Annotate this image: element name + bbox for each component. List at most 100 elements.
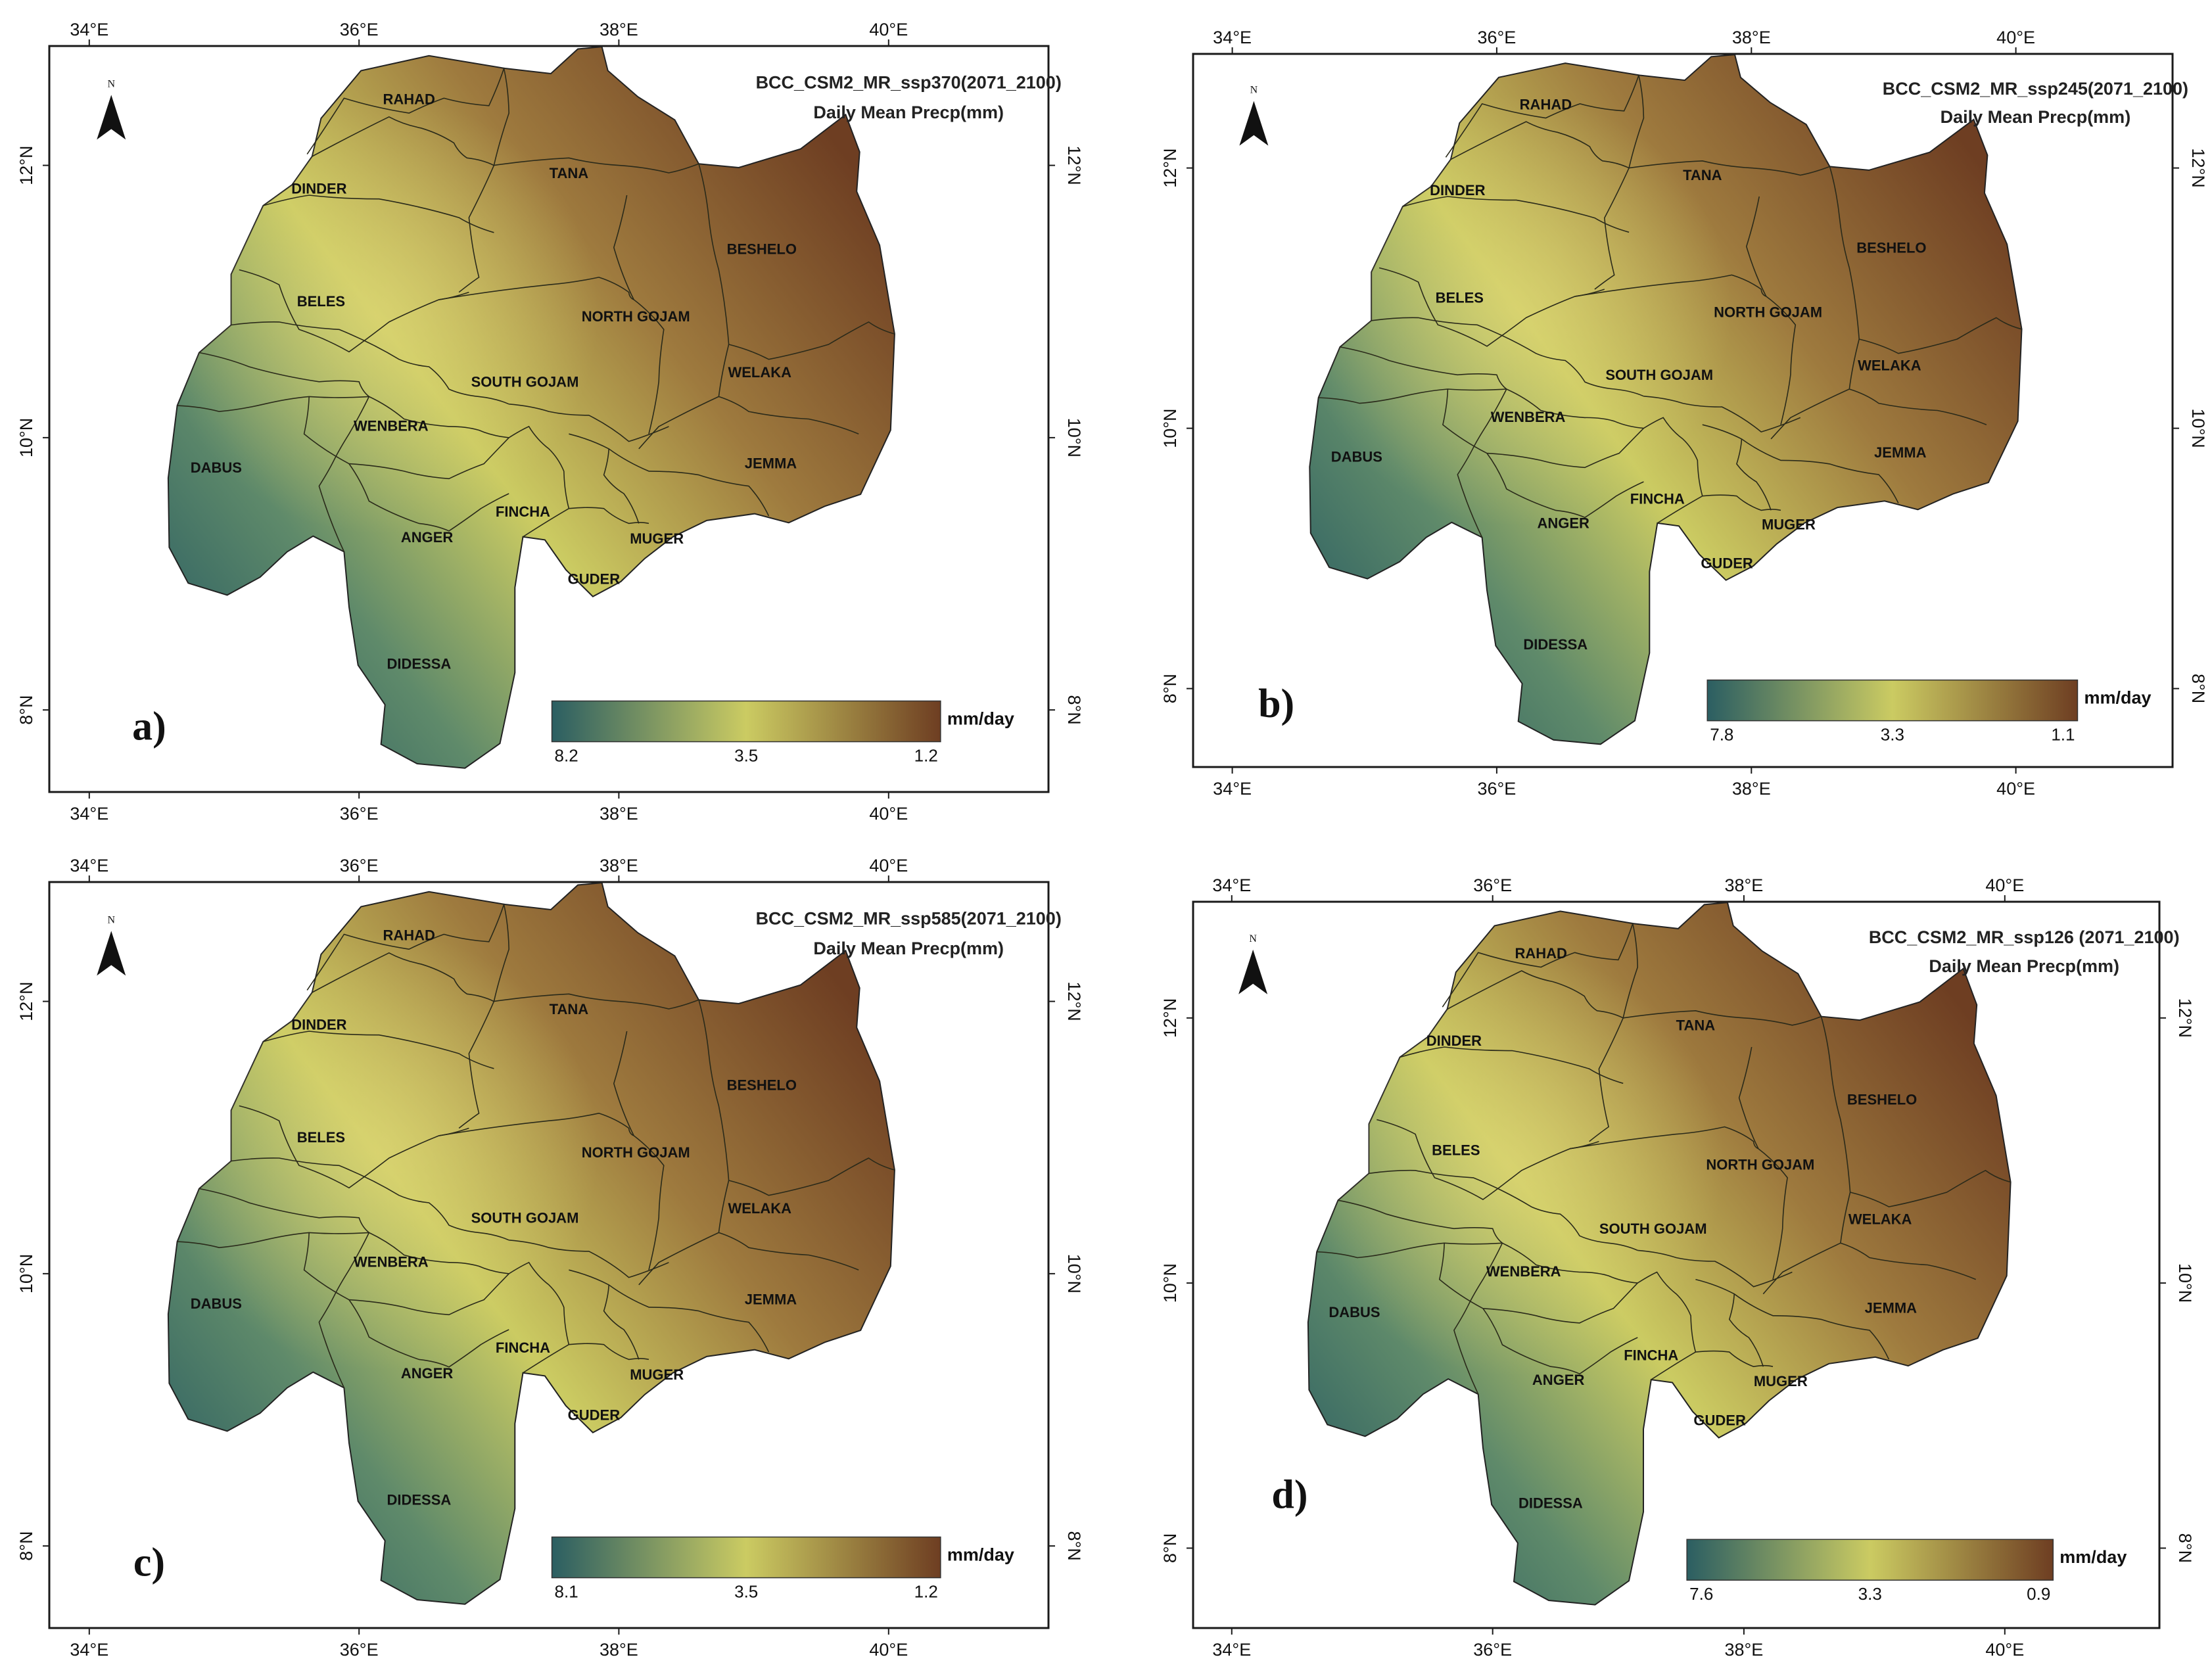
lat-tick-label-right: 10°N bbox=[2188, 408, 2208, 448]
subbasin-label: SOUTH GOJAM bbox=[1599, 1221, 1707, 1237]
subbasin-label: MUGER bbox=[630, 1366, 684, 1383]
lat-tick-label-right: 12°N bbox=[2188, 148, 2208, 187]
subbasin-label: BESHELO bbox=[1856, 240, 1926, 256]
lat-tick-label-right: 12°N bbox=[1064, 981, 1084, 1021]
subbasin-boundary bbox=[303, 1232, 509, 1316]
legend-mid-label: 3.5 bbox=[734, 746, 758, 766]
legend-mid-label: 3.5 bbox=[734, 1582, 758, 1602]
subbasin-boundary bbox=[1400, 1046, 1624, 1084]
lon-tick-label-top: 38°E bbox=[1732, 28, 1771, 47]
lon-tick-label-top: 36°E bbox=[340, 20, 379, 39]
lat-tick-label-right: 10°N bbox=[1064, 418, 1084, 457]
subbasin-boundary bbox=[458, 68, 510, 293]
subbasin-label: RAHAD bbox=[383, 91, 435, 108]
map-panel-d: RAHAD DINDER TANA BESHELO BELES NORTH GOJAM SO… bbox=[1160, 875, 2195, 1660]
legend-unit: mm/day bbox=[2059, 1547, 2127, 1567]
lat-tick-label-left: 12°N bbox=[1160, 148, 1180, 187]
panel-letter: b) bbox=[1258, 682, 1294, 726]
lon-tick-label-bottom: 36°E bbox=[1473, 1640, 1512, 1660]
subbasin-label: DABUS bbox=[1331, 449, 1382, 465]
subbasin-boundary bbox=[177, 1232, 369, 1249]
subbasin-boundary bbox=[1728, 1293, 1764, 1367]
subbasin-boundary bbox=[438, 1112, 634, 1136]
subbasin-boundary bbox=[508, 1261, 570, 1374]
subbasin-boundary bbox=[718, 396, 859, 434]
subbasin-label: JEMMA bbox=[1874, 444, 1927, 461]
subbasin-boundary bbox=[1745, 196, 1797, 425]
subbasin-boundary bbox=[1402, 196, 1630, 233]
subbasin-boundary bbox=[1770, 166, 1860, 440]
subbasin-boundary bbox=[1442, 923, 1634, 1008]
lat-tick-label-left: 8°N bbox=[16, 695, 36, 724]
north-arrow-icon bbox=[97, 931, 126, 976]
subbasin-boundary bbox=[1594, 75, 1645, 290]
subbasin-label: BESHELO bbox=[727, 1077, 797, 1094]
subbasin-label: GUDER bbox=[1693, 1412, 1746, 1429]
lon-tick-label-bottom: 36°E bbox=[340, 804, 379, 824]
subbasin-label: DABUS bbox=[191, 1295, 242, 1312]
lon-tick-label-top: 38°E bbox=[600, 20, 638, 39]
subbasin-boundary bbox=[1378, 267, 1605, 347]
lat-tick-label-right: 8°N bbox=[2188, 674, 2208, 703]
subbasin-label: BESHELO bbox=[727, 241, 797, 258]
subbasin-label: SOUTH GOJAM bbox=[471, 1210, 579, 1226]
subbasin-label: ANGER bbox=[1532, 1372, 1585, 1388]
lat-tick-label-right: 12°N bbox=[1064, 145, 1084, 185]
lon-tick-label-bottom: 38°E bbox=[600, 1640, 638, 1660]
subbasin-label: JEMMA bbox=[745, 455, 797, 471]
subbasin-boundary bbox=[306, 904, 505, 991]
lat-tick-label-right: 10°N bbox=[2175, 1263, 2195, 1303]
lon-tick-label-bottom: 34°E bbox=[70, 1640, 108, 1660]
subbasin-boundary bbox=[1628, 160, 1830, 176]
legend-min-label: 7.8 bbox=[1710, 725, 1733, 745]
subbasin-label: TANA bbox=[550, 165, 589, 181]
lat-tick-label-right: 8°N bbox=[1064, 1531, 1084, 1560]
lon-tick-label-bottom: 36°E bbox=[340, 1640, 379, 1660]
subbasin-label: MUGER bbox=[1762, 517, 1816, 533]
subbasin-label: ANGER bbox=[1537, 515, 1589, 532]
lat-tick-label-left: 10°N bbox=[1160, 408, 1180, 448]
north-label: N bbox=[107, 78, 115, 89]
north-label: N bbox=[1250, 85, 1258, 96]
lon-tick-label-bottom: 34°E bbox=[1212, 1640, 1251, 1660]
subbasin-boundary bbox=[1442, 388, 1644, 469]
lon-tick-label-bottom: 38°E bbox=[600, 804, 638, 824]
subbasin-boundary bbox=[312, 116, 494, 166]
lon-tick-label-bottom: 34°E bbox=[1213, 779, 1252, 799]
subbasin-boundary bbox=[1447, 970, 1624, 1019]
subbasin-label: NORTH GOJAM bbox=[582, 308, 690, 325]
subbasin-boundary bbox=[494, 993, 699, 1010]
subbasin-boundary bbox=[1317, 1242, 1503, 1259]
legend-colorbar bbox=[551, 700, 941, 743]
subbasin-label: BELES bbox=[297, 293, 345, 310]
subbasin-label: NORTH GOJAM bbox=[582, 1144, 690, 1161]
map-title: BCC_CSM2_MR_ssp126 (2071_2100) bbox=[1869, 927, 2180, 947]
subbasin-boundary bbox=[728, 1157, 895, 1196]
legend-unit: mm/day bbox=[2084, 688, 2151, 708]
subbasin-boundary bbox=[1702, 494, 1781, 511]
subbasin-boundary bbox=[509, 1240, 669, 1278]
subbasin-boundary bbox=[1486, 453, 1644, 519]
subbasin-label: NORTH GOJAM bbox=[1706, 1157, 1814, 1173]
lon-tick-label-top: 34°E bbox=[70, 856, 108, 875]
legend-max-label: 1.2 bbox=[914, 746, 938, 766]
subbasin-boundary bbox=[1643, 417, 1703, 524]
legend-mid-label: 3.3 bbox=[1858, 1584, 1882, 1604]
subbasin-boundary bbox=[239, 269, 469, 353]
subbasin-boundary bbox=[638, 164, 730, 450]
subbasin-boundary bbox=[231, 321, 509, 405]
subbasin-boundary bbox=[718, 1232, 859, 1270]
subbasin-label: DINDER bbox=[291, 1017, 346, 1033]
map-title: BCC_CSM2_MR_ssp245(2071_2100) bbox=[1883, 79, 2188, 99]
legend-unit: mm/day bbox=[947, 1545, 1014, 1565]
lat-tick-label-right: 12°N bbox=[2175, 998, 2195, 1038]
subbasin-label: GUDER bbox=[568, 1407, 621, 1423]
map-title: BCC_CSM2_MR_ssp370(2071_2100) bbox=[756, 73, 1062, 93]
subbasin-label: WELAKA bbox=[1858, 358, 1921, 374]
lon-tick-label-bottom: 34°E bbox=[70, 804, 108, 824]
subbasin-boundary bbox=[1695, 1350, 1774, 1368]
subbasin-label: DINDER bbox=[291, 181, 346, 197]
legend-max-label: 1.1 bbox=[2051, 725, 2075, 745]
subbasin-boundary bbox=[348, 463, 509, 532]
